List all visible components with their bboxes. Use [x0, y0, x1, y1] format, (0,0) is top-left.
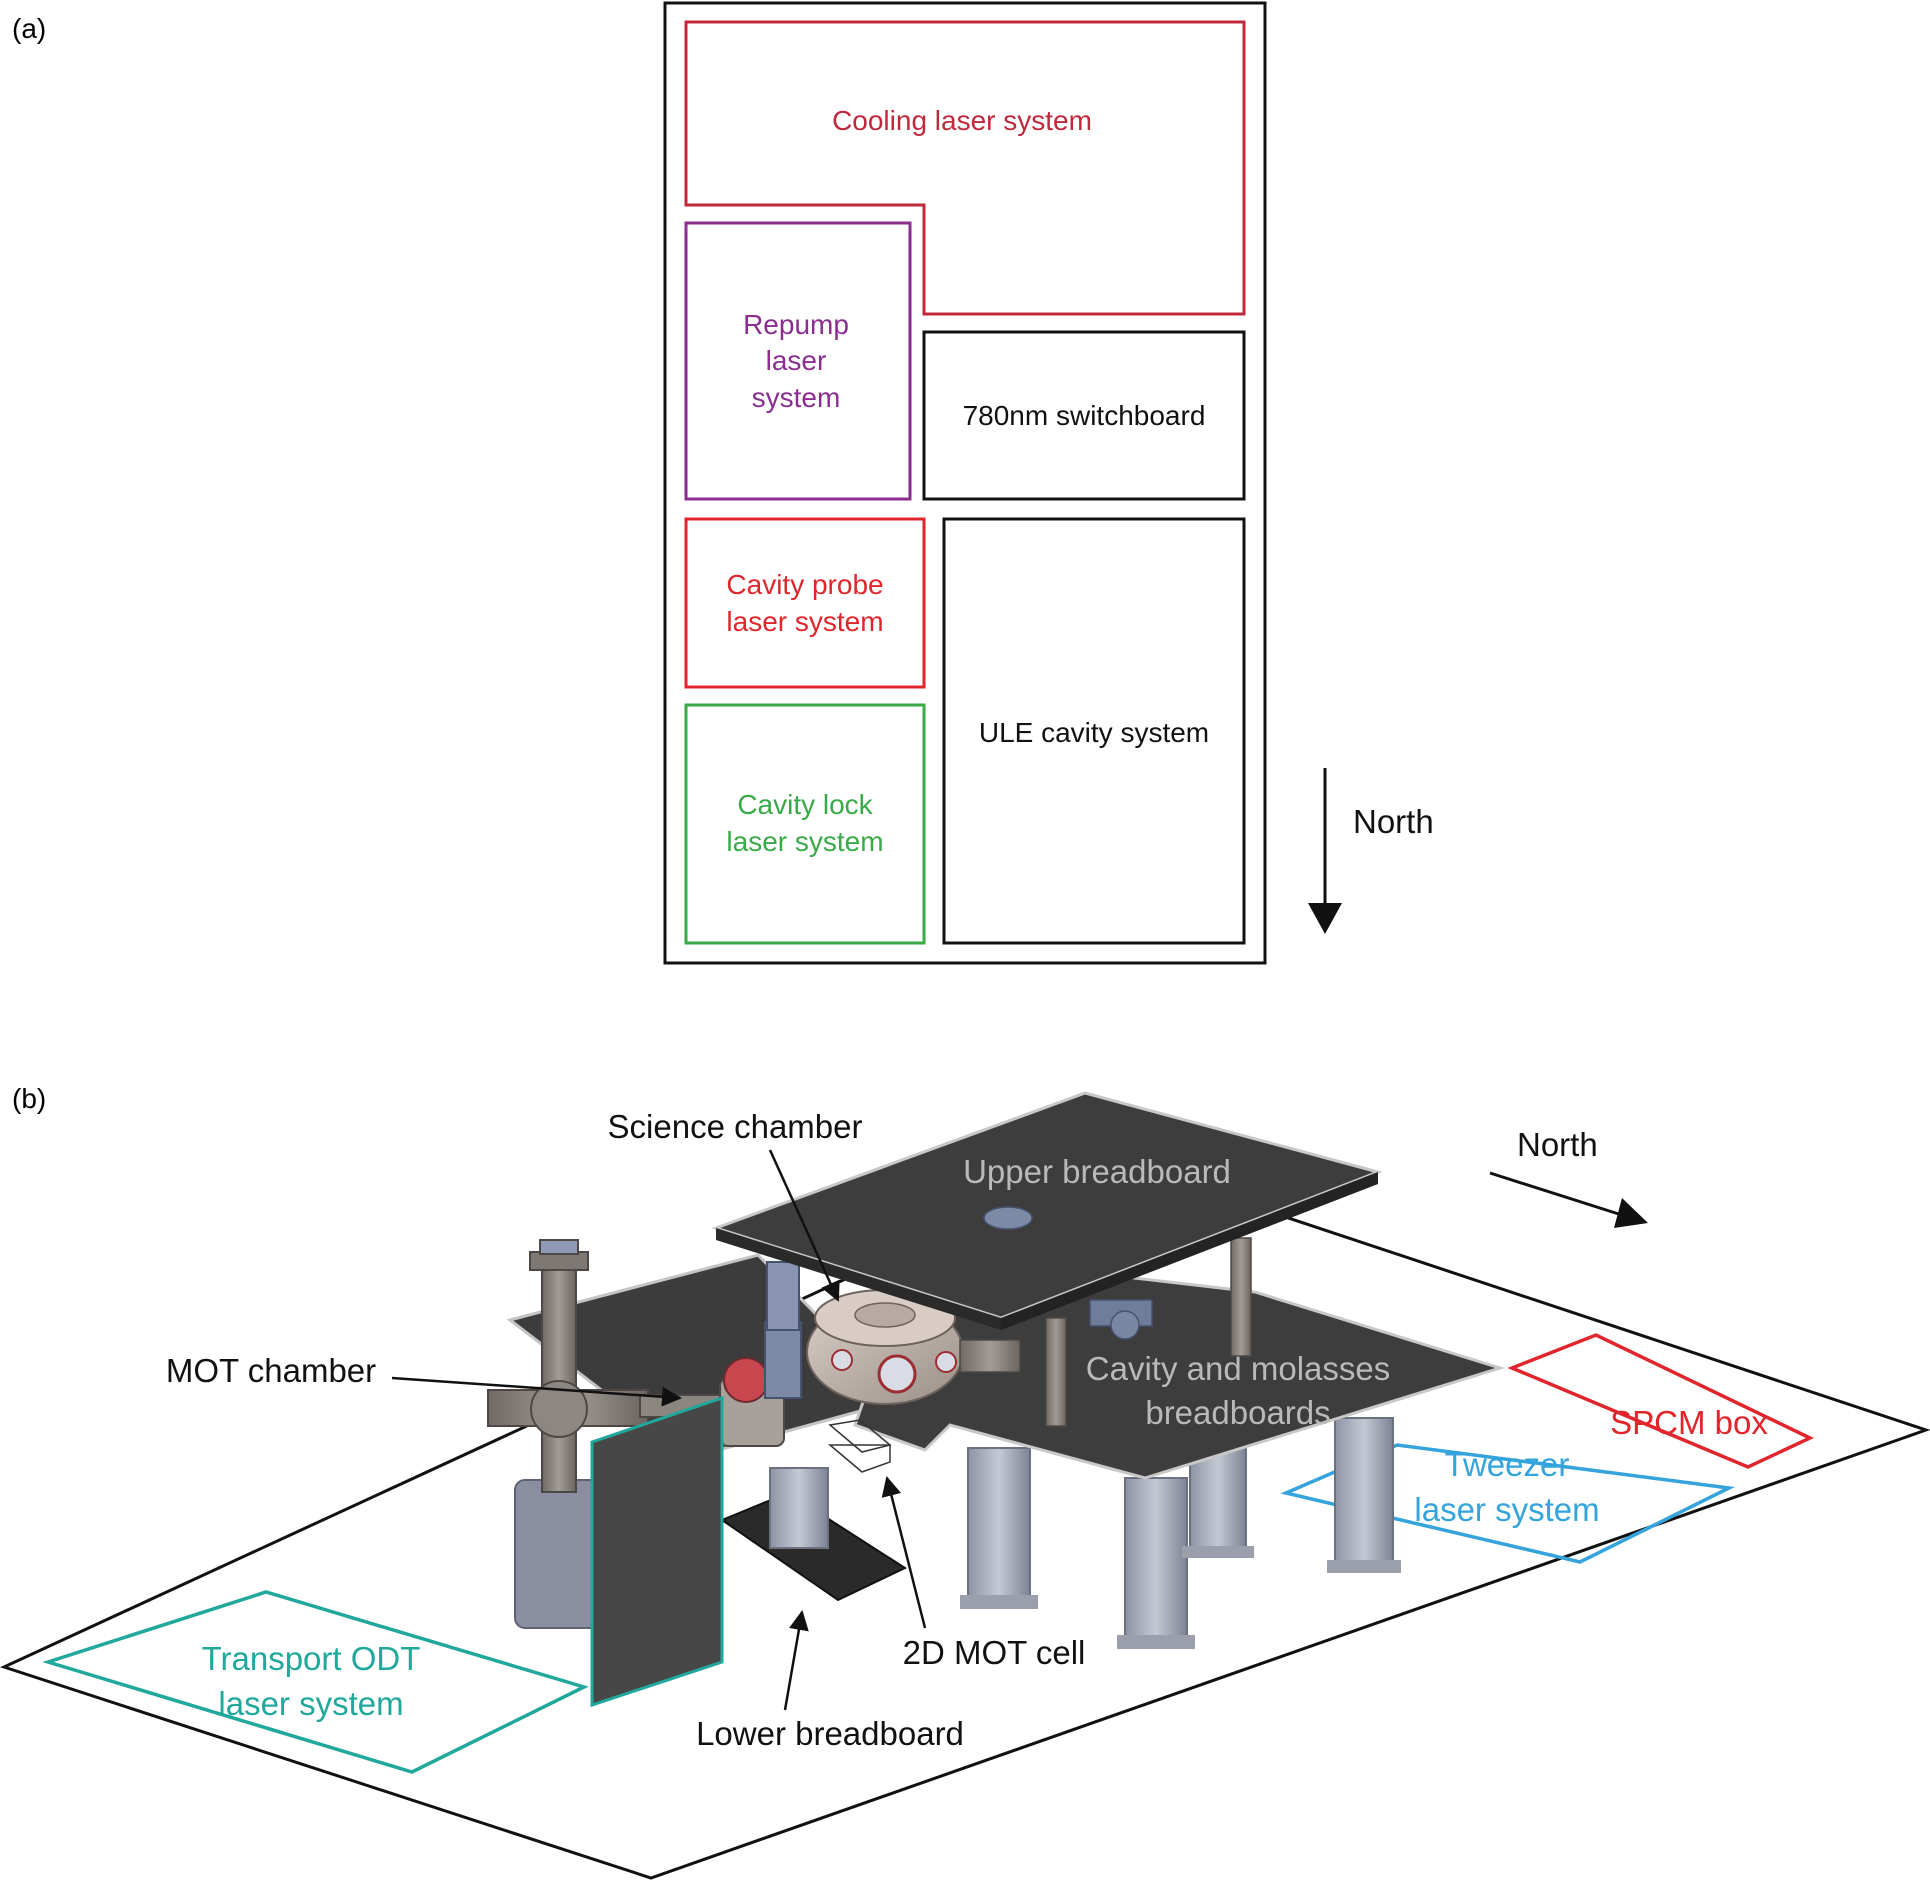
switchboard-label: 780nm switchboard	[963, 400, 1206, 431]
table-legs	[769, 1417, 1401, 1649]
panel-b-label: (b)	[12, 1083, 46, 1114]
callout-mot-chamber: MOT chamber	[166, 1352, 682, 1407]
repump-label-line3: system	[752, 382, 841, 413]
science-chamber-top-port	[854, 1302, 916, 1328]
north-label-a: North	[1353, 803, 1434, 840]
upper-breadboard-label: Upper breadboard	[963, 1153, 1231, 1190]
repump-region-outline	[684, 221, 912, 501]
cooling-region-label: Cooling laser system	[832, 105, 1092, 136]
two-d-mot-cell-label: 2D MOT cell	[903, 1634, 1086, 1671]
repump-label-line2: laser	[766, 345, 827, 376]
mot-red-flange	[723, 1357, 769, 1403]
two-d-mot-cell-leader	[881, 1476, 927, 1629]
lower-breadboard-leader	[783, 1610, 809, 1711]
upper-breadboard-port	[983, 1206, 1033, 1230]
science-chamber-window	[831, 1349, 853, 1371]
region-repump-laser-system: Repump laser system	[684, 221, 912, 501]
region-cavity-lock-laser-system: Cavity lock laser system	[684, 703, 926, 945]
leg-foot	[1327, 1560, 1401, 1573]
callout-2d-mot-cell: 2D MOT cell	[881, 1476, 1086, 1671]
transport-odt-panel	[590, 1395, 724, 1708]
vacuum-assembly	[487, 1239, 802, 1629]
cavity-lock-label-line1: Cavity lock	[737, 789, 873, 820]
tweezer-label-line1: Tweezer	[1445, 1446, 1570, 1483]
vertical-tube	[541, 1261, 577, 1493]
spcm-label: SPCM box	[1610, 1404, 1768, 1441]
transport-outline	[42, 1590, 589, 1774]
region-780nm-switchboard: 780nm switchboard	[922, 330, 1246, 501]
side-port	[959, 1339, 1021, 1373]
panel-b: (b) North SPCM box Tweezer laser system …	[0, 1083, 1930, 1880]
north-arrow-b: North	[1489, 1126, 1648, 1228]
side-vacuum-ports	[959, 1299, 1153, 1373]
callout-science-chamber: Science chamber	[608, 1108, 863, 1302]
footprint-spcm-box: SPCM box	[1507, 1333, 1815, 1469]
footprint-tweezer-laser-system: Tweezer laser system	[1280, 1443, 1735, 1564]
optical-table-outline	[663, 1, 1267, 965]
two-d-mot-cell	[827, 1419, 892, 1473]
side-port-flange	[1110, 1310, 1140, 1340]
cavity-lock-label-line2: laser system	[726, 826, 883, 857]
cavity-breadboards-label-line2: breadboards	[1145, 1394, 1330, 1431]
upper-support-post	[1230, 1237, 1252, 1357]
cross-flange	[530, 1380, 588, 1438]
table-leg	[769, 1467, 829, 1549]
spcm-outline	[1507, 1333, 1815, 1469]
north-arrow-b-shaft	[1489, 1171, 1626, 1218]
table-leg	[1124, 1477, 1188, 1644]
footprint-transport-odt-laser-system: Transport ODT laser system	[42, 1590, 589, 1774]
science-chamber-window	[935, 1351, 957, 1373]
region-cooling-laser-system: Cooling laser system	[684, 20, 1246, 316]
mot-cell-outline	[827, 1444, 891, 1473]
callout-lower-breadboard: Lower breadboard	[696, 1610, 964, 1752]
north-arrow-b-head	[1614, 1198, 1648, 1228]
north-label-b: North	[1517, 1126, 1598, 1163]
switchboard-region-outline	[922, 330, 1246, 501]
panel-a-label: (a)	[12, 13, 46, 44]
transport-label-line2: laser system	[218, 1685, 403, 1722]
science-chamber-window	[877, 1354, 917, 1394]
north-arrow-a-head	[1308, 903, 1342, 934]
cavity-probe-label-line1: Cavity probe	[726, 569, 883, 600]
ule-region-outline	[942, 517, 1246, 945]
mot-window-tube	[764, 1321, 802, 1399]
ule-label: ULE cavity system	[979, 717, 1209, 748]
upper-breadboard-edge	[716, 1228, 1001, 1330]
cavity-probe-label-line2: laser system	[726, 606, 883, 637]
lower-breadboard-label: Lower breadboard	[696, 1715, 964, 1752]
cavity-probe-region-outline	[684, 517, 926, 689]
cooling-region-outline	[684, 20, 1246, 316]
region-ule-cavity-system: ULE cavity system	[942, 517, 1246, 945]
upper-support-post	[1045, 1317, 1067, 1427]
leg-foot	[960, 1595, 1038, 1609]
science-chamber-leader	[768, 1149, 840, 1302]
mot-chamber-leader	[391, 1376, 682, 1407]
cavity-lock-region-outline	[684, 703, 926, 945]
transport-label-line1: Transport ODT	[202, 1640, 421, 1677]
mot-chamber-label: MOT chamber	[166, 1352, 376, 1389]
repump-label-line1: Repump	[743, 309, 849, 340]
region-cavity-probe-laser-system: Cavity probe laser system	[684, 517, 926, 689]
science-chamber-label: Science chamber	[608, 1108, 863, 1145]
pump-column	[766, 1261, 800, 1331]
upper-breadboard-edge	[1001, 1172, 1378, 1330]
tweezer-label-line2: laser system	[1414, 1491, 1599, 1528]
table-leg	[967, 1447, 1031, 1604]
top-cap	[539, 1239, 579, 1255]
leg-foot	[1182, 1546, 1254, 1558]
table-leg	[1334, 1417, 1394, 1568]
north-arrow-a: North	[1308, 768, 1434, 934]
panel-a: (a) Cooling laser system Repump laser sy…	[12, 1, 1434, 965]
leg-foot	[1117, 1635, 1195, 1649]
